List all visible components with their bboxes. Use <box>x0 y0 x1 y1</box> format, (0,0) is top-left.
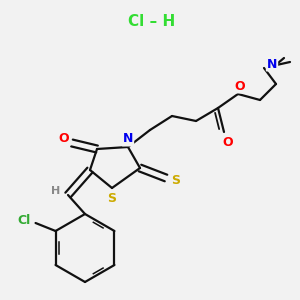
Text: O: O <box>223 136 233 148</box>
Text: H: H <box>51 186 61 196</box>
Text: Cl: Cl <box>17 214 30 227</box>
Text: O: O <box>59 133 69 146</box>
Text: S: S <box>172 173 181 187</box>
Text: O: O <box>235 80 245 92</box>
Text: N: N <box>123 133 133 146</box>
Text: N: N <box>267 58 277 70</box>
Text: S: S <box>107 191 116 205</box>
Text: Cl – H: Cl – H <box>128 14 176 29</box>
